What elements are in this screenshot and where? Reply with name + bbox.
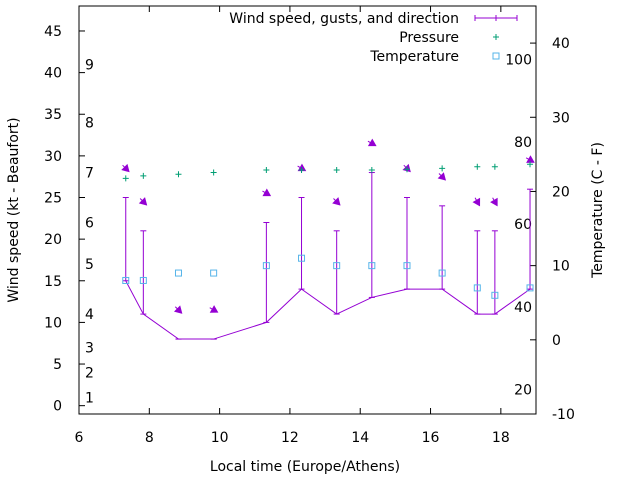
y2-tick-label: 0 — [552, 333, 561, 349]
y-tick-label: 10 — [44, 315, 62, 331]
legend-square-sample — [492, 52, 500, 60]
temperature-point — [368, 262, 376, 270]
y2-tick-label: 40 — [552, 36, 570, 52]
pressure-point — [263, 167, 270, 174]
pressure-point — [368, 167, 375, 174]
chart-marks — [121, 138, 535, 340]
temperature-point — [139, 276, 147, 284]
temperature-point — [210, 269, 218, 277]
temperature-point — [262, 262, 270, 270]
fahrenheit-label: 60 — [514, 217, 532, 233]
wind-direction-arrowhead — [173, 305, 183, 314]
wind-direction-arrowhead — [332, 197, 341, 206]
x-tick-label: 18 — [492, 430, 510, 446]
wind-speed-line — [125, 280, 531, 340]
pressure-point — [122, 175, 129, 182]
beaufort-label: 4 — [85, 307, 94, 323]
y2-tick-label: 10 — [552, 259, 570, 275]
temperature-point — [174, 269, 182, 277]
pressure-point — [527, 161, 534, 168]
temperature-point — [473, 284, 481, 292]
temperature-point — [403, 262, 411, 270]
y-tick-label: 20 — [44, 232, 62, 248]
x-tick-label: 12 — [281, 430, 299, 446]
y-tick-label: 40 — [44, 66, 62, 82]
legend: Wind speed, gusts, and direction Pressure… — [229, 11, 518, 65]
temperature-point — [491, 291, 499, 299]
pressure-point — [175, 171, 182, 178]
beaufort-label: 9 — [85, 57, 94, 73]
beaufort-label: 8 — [85, 116, 94, 132]
x-axis-label: Local time (Europe/Athens) — [210, 459, 400, 475]
wind-direction-arrowhead — [367, 138, 377, 147]
y-tick-label: 0 — [53, 399, 62, 415]
wind-direction-arrowhead — [437, 172, 447, 181]
y-tick-label: 45 — [44, 24, 62, 40]
fahrenheit-label: 40 — [514, 300, 532, 316]
wind-direction-arrowhead — [262, 188, 272, 197]
x-tick-label: 8 — [145, 430, 154, 446]
wind-direction-arrowhead — [490, 197, 498, 207]
fahrenheit-label: 80 — [514, 135, 532, 151]
fahrenheit-label: 100 — [505, 52, 532, 68]
tick-labels: 6 8 10 12 14 16 18051015202530354045-100102030… — [44, 24, 575, 446]
legend-label: Wind speed, gusts, and direction — [229, 11, 459, 27]
pressure-point — [403, 166, 410, 173]
beaufort-label: 5 — [85, 257, 94, 273]
beaufort-label: 3 — [85, 340, 94, 356]
x-tick-label: 6 — [75, 430, 84, 446]
x-tick-label: 16 — [422, 430, 440, 446]
y2-tick-label: 20 — [552, 184, 570, 200]
x-tick-label: 10 — [211, 430, 229, 446]
wind-direction-arrowhead — [121, 163, 130, 173]
temperature-point — [438, 269, 446, 277]
wind-direction-arrowhead — [472, 197, 481, 207]
legend-plus-sample — [493, 34, 499, 40]
pressure-point — [491, 163, 498, 170]
y-tick-label: 30 — [44, 149, 62, 165]
plot-frame — [78, 5, 537, 415]
beaufort-label: 6 — [85, 215, 94, 231]
y-tick-label: 35 — [44, 107, 62, 123]
y-axis-label: Wind speed (kt - Beaufort) — [6, 117, 22, 302]
y2-tick-label: -10 — [552, 407, 575, 423]
pressure-point — [474, 163, 481, 170]
pressure-point — [298, 167, 305, 174]
legend-label: Temperature — [369, 49, 459, 65]
y-tick-label: 15 — [44, 274, 62, 290]
temperature-point — [526, 284, 534, 292]
temperature-point — [122, 276, 130, 284]
legend-label: Pressure — [399, 30, 459, 46]
wind-direction-arrowhead — [138, 197, 148, 206]
beaufort-label: 7 — [85, 166, 94, 182]
pressure-point — [140, 172, 147, 179]
y-tick-label: 25 — [44, 191, 62, 207]
beaufort-label: 2 — [85, 365, 94, 381]
beaufort-label: 1 — [85, 390, 94, 406]
fahrenheit-label: 20 — [514, 383, 532, 399]
pressure-point — [439, 165, 446, 172]
x-tick-label: 14 — [351, 430, 369, 446]
pressure-point — [333, 167, 340, 174]
pressure-point — [210, 169, 217, 176]
temperature-point — [333, 262, 341, 270]
y2-axis-label: Temperature (C - F) — [590, 142, 606, 279]
wind-direction-arrowhead — [209, 305, 219, 313]
temperature-point — [298, 254, 306, 262]
y2-tick-label: 30 — [552, 110, 570, 126]
tick-marks — [78, 6, 536, 415]
y-tick-label: 5 — [53, 357, 62, 373]
